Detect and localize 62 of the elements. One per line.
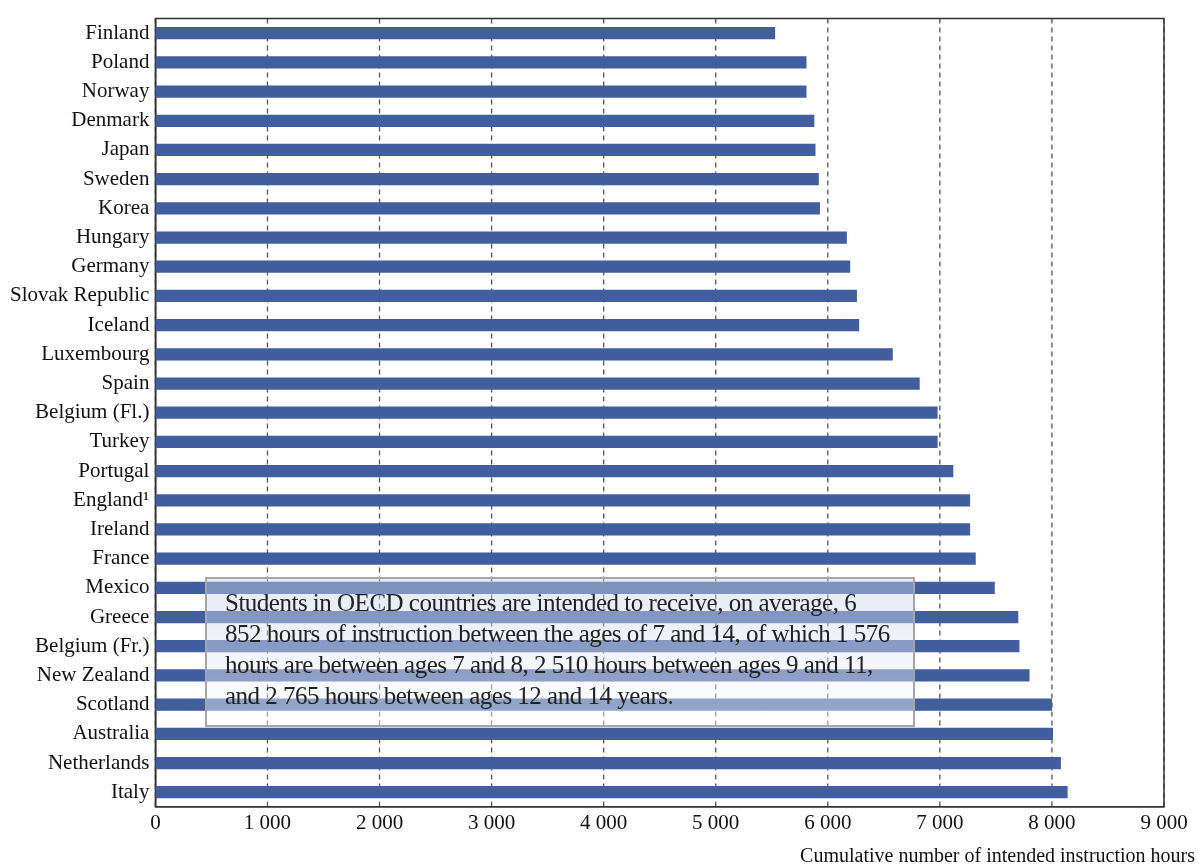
y-tick-label: Mexico [85,574,150,599]
x-tick-label: 6 000 [804,809,852,834]
y-tick-label: Greece [89,603,150,628]
x-tick-label: 3 000 [467,809,516,834]
bar [155,231,847,244]
x-tick-label: 0 [150,809,161,834]
x-tick-label: 2 000 [355,809,404,834]
y-tick-label: Netherlands [47,749,150,774]
y-tick-label: Belgium (Fr.) [35,632,150,657]
x-axis-title: Cumulative number of intended instruction hours [800,844,1195,867]
y-tick-label: Luxembourg [41,340,150,365]
bar [155,581,995,594]
bar [155,114,815,127]
bar [155,435,938,449]
y-tick-label: Hungary [75,224,150,249]
annotation: Students in OECD countries are intended to receive, on average, 6 852 hours of instruction between the ages of 7 and 14, of which 1 576 hours are between ages 7 and 8, 2 510 hours between ages 9 and 11, and 2 765 hours between ages 12 and 14 years. [205,577,915,727]
y-tick-label: Poland [91,48,150,73]
y-tick-label: Portugal [78,457,150,482]
y-tick-label: Scotland [75,691,150,716]
x-tick-label: 4 000 [580,809,628,834]
bar [155,27,776,40]
bar [155,523,971,536]
y-tick-label: Ireland [89,515,150,540]
y-tick-label: England¹ [73,486,150,511]
bar [155,377,920,390]
bar [155,756,1061,770]
y-tick-label: Japan [101,136,150,161]
x-tick-label: 7 000 [916,809,964,834]
y-tick-label: Iceland [87,311,150,336]
bar [155,85,807,98]
x-tick-label: 1 000 [243,809,292,834]
y-tick-label: Germany [71,253,150,278]
bar [155,318,860,332]
y-tick-label: Turkey [89,428,150,453]
bar [155,494,971,507]
y-tick-label: Korea [98,194,151,219]
y-tick-label: New Zealand [36,661,150,686]
y-tick-label: Sweden [82,165,150,190]
y-tick-label: Slovak Republic [10,282,150,307]
bar [155,56,807,69]
y-tick-label: Norway [81,78,150,103]
bar [155,260,851,273]
y-tick-label: Denmark [71,107,150,132]
bar [155,406,938,419]
y-tick-label: Finland [85,19,150,44]
bar [155,727,1054,740]
y-tick-label: Italy [110,778,150,803]
x-tick-label: 5 000 [692,809,740,834]
y-tick-label: Australia [72,720,151,745]
y-tick-label: Belgium (Fl.) [35,399,150,424]
bar [155,348,893,361]
bar [155,143,816,157]
x-tick-label: 9 000 [1140,809,1188,834]
bar [155,552,976,565]
bar [155,289,857,303]
bar [155,464,954,478]
y-tick-label: France [92,545,150,570]
bar [155,202,820,215]
bar [155,173,819,186]
x-tick-label: 8 000 [1028,809,1076,834]
bar [155,786,1068,799]
y-tick-label: Spain [101,370,150,395]
